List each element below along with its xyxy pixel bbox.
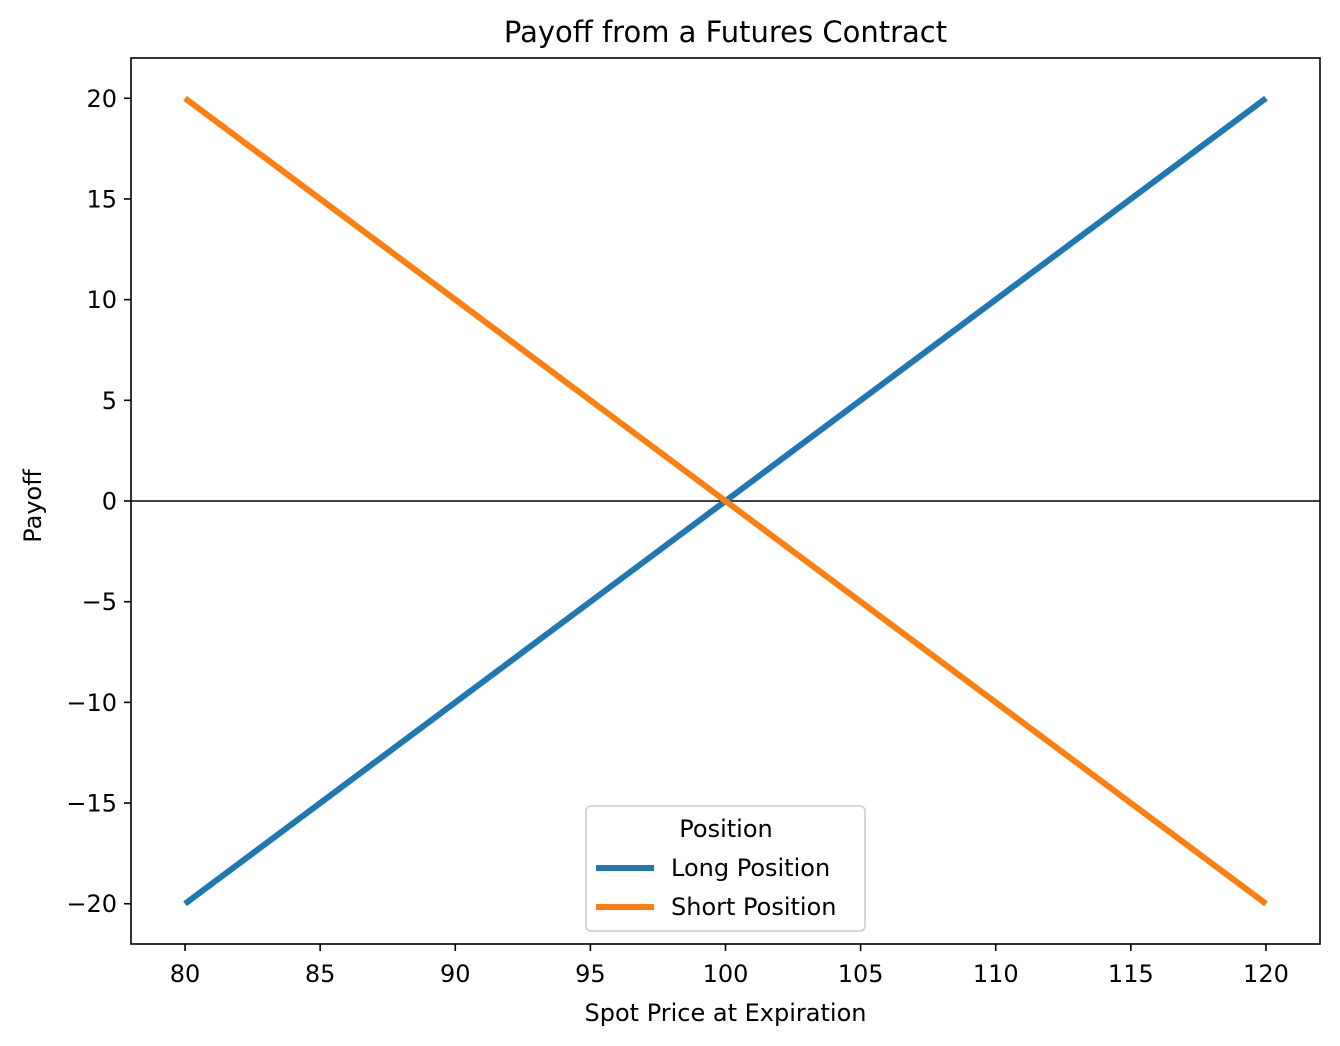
x-tick-label: 115 <box>1108 960 1154 988</box>
y-axis-label: Payoff <box>19 469 47 543</box>
series-layer <box>183 95 1268 907</box>
legend: Position Long Position Short Position <box>585 805 866 932</box>
legend-label-long-position: Long Position <box>671 854 830 882</box>
x-tick-label: 85 <box>305 960 336 988</box>
x-tick-label: 110 <box>973 960 1019 988</box>
x-tick-label: 120 <box>1243 960 1289 988</box>
y-tick-label: 5 <box>102 387 117 415</box>
y-tick-label: 15 <box>86 185 117 213</box>
legend-title: Position <box>679 815 772 843</box>
y-tick-label: 10 <box>86 286 117 314</box>
x-tick-label: 80 <box>170 960 201 988</box>
legend-box <box>585 805 866 932</box>
chart-title: Payoff from a Futures Contract <box>504 15 947 49</box>
x-tick-label: 100 <box>703 960 749 988</box>
y-tick-label: −20 <box>66 890 117 918</box>
x-axis: 80 85 90 95 100 105 110 115 120 <box>170 944 1289 988</box>
y-tick-label: 0 <box>102 488 117 516</box>
x-axis-label: Spot Price at Expiration <box>585 999 867 1027</box>
y-tick-label: 20 <box>86 85 117 113</box>
y-axis: −20 −15 −10 −5 0 5 10 15 20 <box>66 85 131 918</box>
y-tick-label: −15 <box>66 790 117 818</box>
y-tick-label: −10 <box>66 689 117 717</box>
x-tick-label: 90 <box>440 960 471 988</box>
x-tick-label: 105 <box>838 960 884 988</box>
x-tick-label: 95 <box>575 960 606 988</box>
series-line-short-position <box>183 95 1268 907</box>
y-tick-label: −5 <box>82 588 117 616</box>
legend-label-short-position: Short Position <box>671 893 836 921</box>
